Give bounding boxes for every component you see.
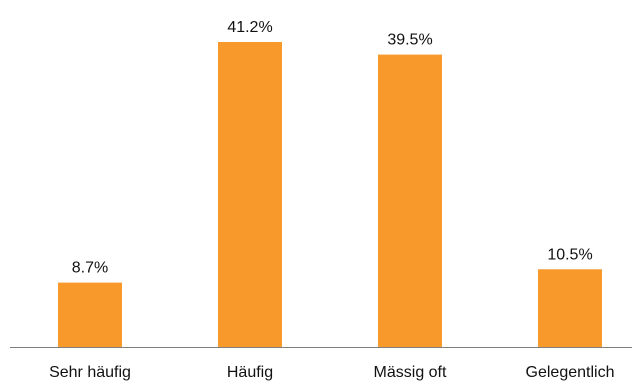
bar	[58, 282, 122, 347]
value-labels-group: 8.7% 41.2% 39.5% 10.5%	[72, 19, 593, 277]
category-labels-group: Sehr häufig Häufig Mässig oft Gelegentlich	[49, 364, 614, 381]
bar	[538, 269, 602, 347]
category-label: Mässig oft	[374, 364, 447, 381]
data-label: 41.2%	[227, 19, 272, 36]
category-label: Häufig	[227, 364, 273, 381]
bar	[378, 54, 442, 347]
bar	[218, 42, 282, 347]
data-label: 10.5%	[547, 246, 592, 263]
category-label: Sehr häufig	[49, 364, 131, 381]
data-label: 8.7%	[72, 260, 108, 277]
category-label: Gelegentlich	[526, 364, 615, 381]
data-label: 39.5%	[387, 32, 432, 49]
bars-group	[58, 42, 602, 347]
